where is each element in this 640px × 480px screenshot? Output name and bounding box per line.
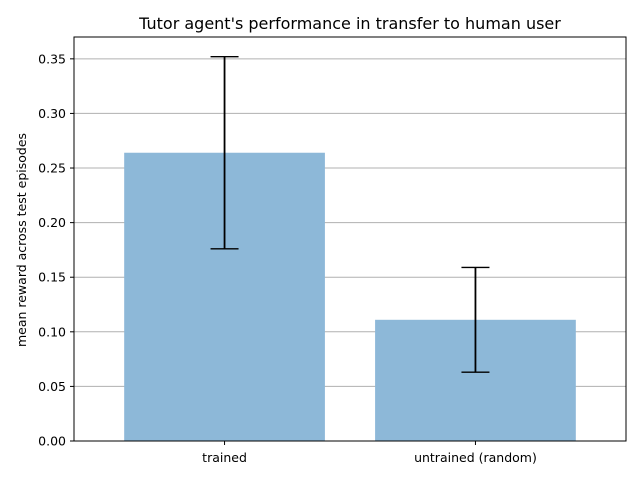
y-tick-label: 0.05	[38, 379, 66, 394]
error-bars	[210, 55, 490, 373]
y-tick-label: 0.35	[38, 51, 66, 66]
y-axis-ticks: 0.00 0.05 0.10 0.15 0.20 0.25 0.30 0.35	[38, 51, 74, 449]
x-tick-label: untrained (random)	[414, 450, 537, 465]
plot-frame	[73, 36, 627, 442]
y-tick-label: 0.00	[38, 434, 66, 449]
chart-title: Tutor agent's performance in transfer to…	[138, 14, 561, 33]
y-tick-label: 0.15	[38, 270, 66, 285]
y-axis-label: mean reward across test episodes	[14, 133, 29, 347]
x-tick-label: trained	[202, 450, 247, 465]
bars	[124, 152, 576, 441]
y-tick-label: 0.25	[38, 161, 66, 176]
y-tick-label: 0.20	[38, 215, 66, 230]
y-tick-label: 0.10	[38, 324, 66, 339]
y-tick-label: 0.30	[38, 106, 66, 121]
x-axis-ticks: trained untrained (random)	[202, 441, 537, 465]
